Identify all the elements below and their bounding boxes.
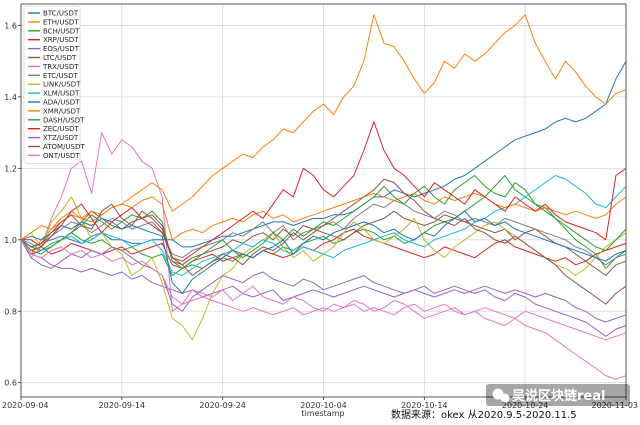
x-tick-label: 2020-09-04 (2, 401, 49, 410)
y-tick-label: 1.6 (4, 21, 17, 30)
y-tick-label: 1.2 (4, 164, 17, 173)
y-tick-label: 0.8 (4, 307, 17, 316)
legend-label: BTC/USDT (43, 10, 79, 18)
legend-label: ADA/USDT (43, 99, 80, 107)
series-line-xrp-usdt (20, 228, 627, 269)
series-line-atom-usdt (20, 178, 627, 305)
series-line-dash-usdt (20, 175, 627, 269)
axis-ticks: 2020-09-04 2020-09-14 2020-09-24 2020-10-04… (2, 21, 638, 410)
legend-label: TRX/USDT (42, 63, 79, 71)
series-line-eos-usdt (20, 239, 627, 323)
legend-label: XTZ/USDT (43, 134, 79, 142)
legend-label: ETC/USDT (43, 72, 78, 80)
legend-label: EOS/USDT (43, 45, 80, 53)
x-tick-label: 2020-10-04 (300, 401, 347, 410)
legend-label: ONT/USDT (43, 152, 80, 160)
series-line-trx-usdt (20, 132, 627, 380)
legend-label: LINK/USDT (43, 81, 81, 89)
x-tick-label: 2020-09-14 (99, 401, 146, 410)
series-line-xmr-usdt (20, 192, 627, 241)
x-tick-label: 2020-11-03 (592, 401, 639, 410)
legend-label: ZEC/USDT (43, 125, 79, 133)
series-line-zec-usdt (21, 121, 627, 262)
legend-label: LTC/USDT (43, 54, 77, 62)
watermark-text: 吴说区块链real (512, 388, 605, 404)
watermark: 吴说区块链real (486, 384, 630, 406)
legend-box (23, 5, 81, 164)
wechat-icon (492, 388, 510, 403)
watermark-backdrop (486, 384, 630, 406)
legend-label: DASH/USDT (43, 116, 85, 124)
legend-label: XMR/USDT (43, 107, 81, 115)
source-annotation: 数据来源：okex 从2020.9.5-2020.11.5 (391, 408, 577, 421)
series-lines (20, 14, 627, 380)
x-tick-label: 2020-10-14 (401, 401, 448, 410)
y-tick-label: 1.0 (4, 236, 17, 245)
legend-label: ATOM/USDT (43, 143, 85, 151)
series-line-ada-usdt (20, 210, 627, 294)
legend-label: BCH/USDT (43, 27, 80, 35)
y-tick-label: 1.4 (4, 93, 17, 102)
x-axis-title: timestamp (301, 409, 344, 418)
x-tick-label: 2020-10-24 (502, 401, 549, 410)
series-line-xtz-usdt (20, 239, 627, 337)
legend-label: XLM/USDT (43, 90, 80, 98)
series-line-ont-usdt (20, 239, 627, 341)
legend-label: ETH/USDT (43, 18, 79, 26)
x-tick-label: 2020-09-24 (199, 401, 246, 410)
legend: BTC/USDTETH/USDTBCH/USDTXRP/USDTEOS/USDT… (23, 5, 85, 164)
series-line-xlm-usdt (20, 175, 627, 276)
legend-label: XRP/USDT (43, 36, 79, 44)
y-tick-label: 0.6 (4, 379, 17, 388)
